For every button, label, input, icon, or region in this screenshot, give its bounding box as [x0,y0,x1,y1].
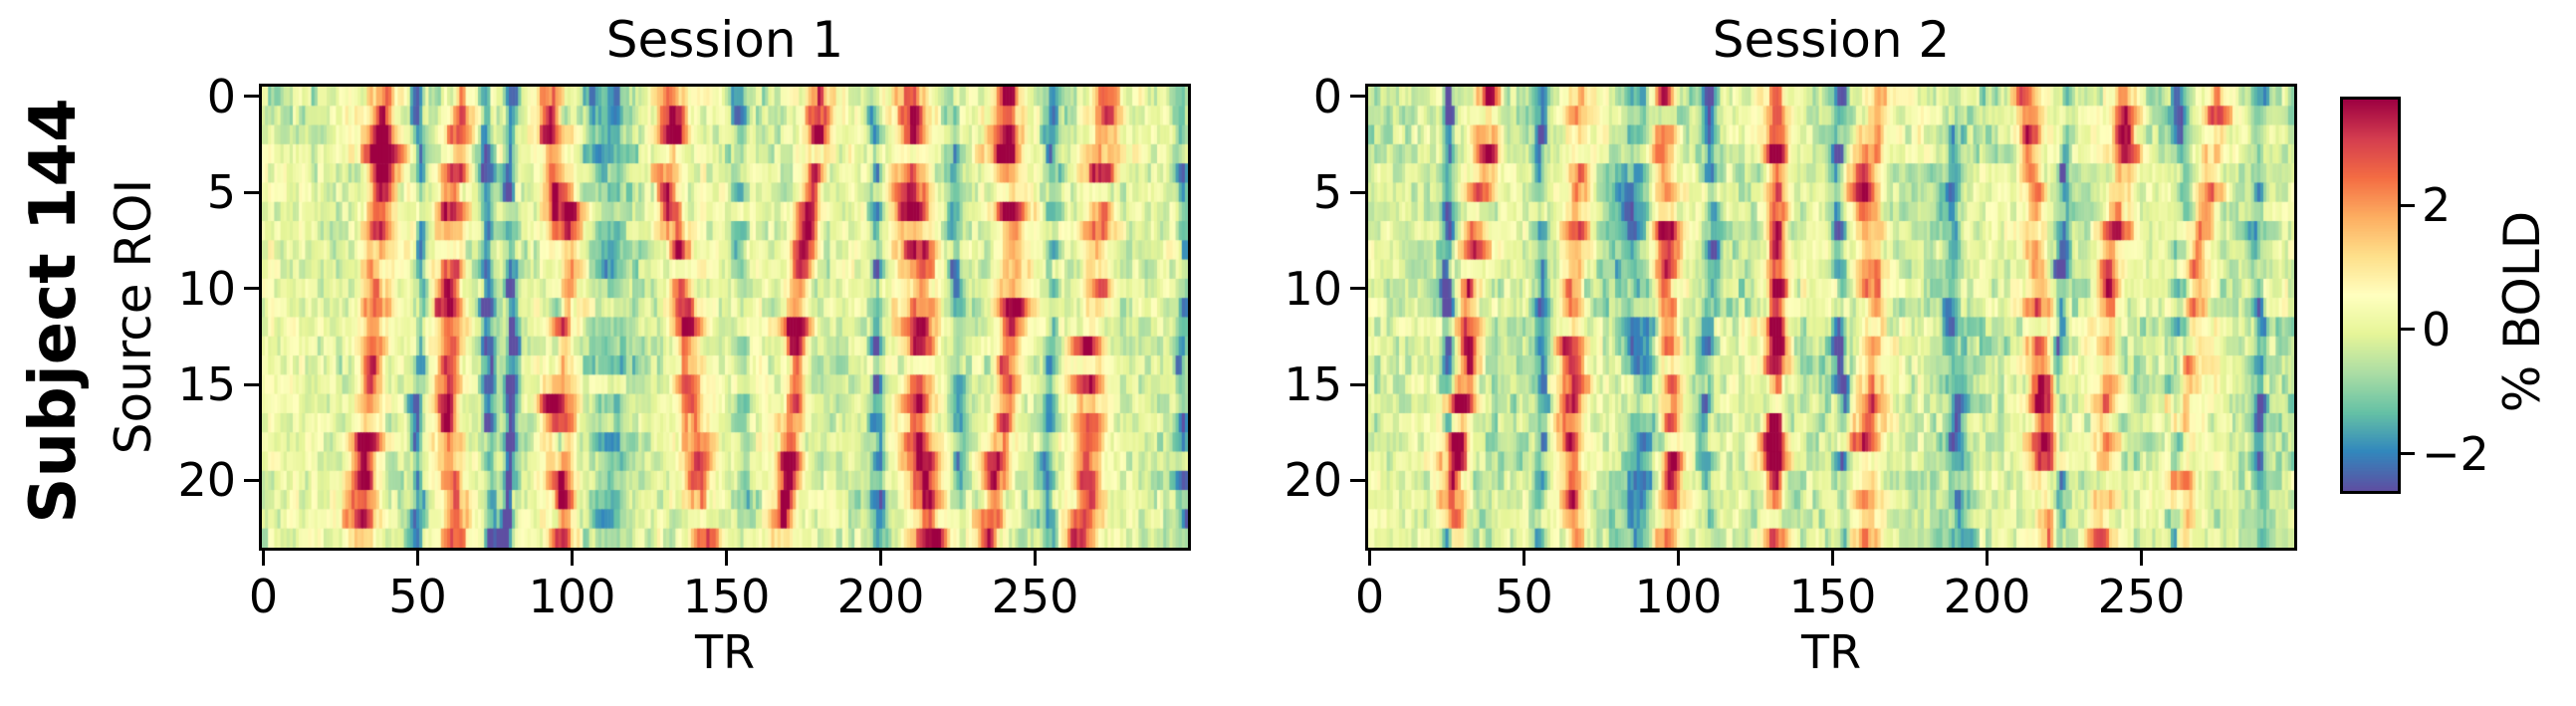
x-tick-mark [1522,551,1526,566]
x-tick-mark [879,551,883,566]
x-tick-mark [416,551,420,566]
colorbar-tick-mark [2401,328,2415,332]
x-tick-mark [1677,551,1681,566]
x-tick-mark [262,551,266,566]
x-tick-label: 100 [528,570,616,623]
y-tick-mark [244,190,259,194]
colorbar-tick-label: −2 [2422,426,2489,481]
x-tick-label: 200 [836,570,925,623]
session-2-title: Session 2 [1712,11,1951,69]
y-tick-mark [244,382,259,386]
session-1-title: Session 1 [605,11,844,69]
x-tick-mark [1831,551,1835,566]
y-tick-mark [1350,190,1365,194]
x-tick-label: 150 [682,570,771,623]
x-tick-mark [2140,551,2144,566]
y-tick-label: 0 [206,69,236,123]
y-tick-mark [1350,382,1365,386]
y-tick-label: 15 [1284,357,1342,412]
y-tick-label: 10 [177,261,236,316]
x-tick-mark [725,551,729,566]
colorbar-tick-mark [2401,203,2415,207]
session-2-x-axis-label: TR [1800,625,1862,679]
y-tick-mark [1350,287,1365,291]
y-tick-mark [244,478,259,482]
x-tick-mark [1986,551,1990,566]
x-tick-mark [571,551,575,566]
subject-row-label: Subject 144 [17,98,91,524]
x-tick-label: 50 [1495,570,1553,623]
x-tick-label: 250 [2097,570,2186,623]
y-axis-label: Source ROI [105,178,162,455]
session-1-heatmap-canvas [262,87,1188,548]
y-tick-label: 0 [1312,69,1342,123]
x-tick-label: 100 [1634,570,1723,623]
y-tick-label: 20 [177,453,236,508]
session-1-x-axis-label: TR [694,625,756,679]
x-tick-label: 200 [1943,570,2031,623]
x-tick-label: 250 [991,570,1079,623]
colorbar-tick-label: 0 [2422,302,2452,356]
x-tick-mark [1034,551,1038,566]
session-2-heatmap [1365,84,2297,551]
x-tick-label: 0 [1354,570,1385,623]
y-tick-label: 15 [177,357,236,412]
colorbar-label: % BOLD [2493,210,2551,413]
colorbar-tick-mark [2401,452,2415,456]
x-tick-label: 50 [388,570,447,623]
colorbar [2340,97,2401,494]
y-tick-mark [1350,95,1365,99]
x-tick-label: 150 [1788,570,1877,623]
y-tick-label: 10 [1284,261,1342,316]
x-tick-label: 0 [248,570,279,623]
session-1-heatmap [259,84,1191,551]
y-tick-label: 20 [1284,453,1342,508]
y-tick-mark [244,95,259,99]
x-tick-mark [1368,551,1372,566]
colorbar-canvas [2343,100,2398,491]
y-tick-label: 5 [1312,165,1342,220]
session-2-heatmap-canvas [1368,87,2294,548]
y-tick-mark [244,287,259,291]
y-tick-mark [1350,478,1365,482]
y-tick-label: 5 [206,165,236,220]
colorbar-tick-label: 2 [2422,178,2452,233]
